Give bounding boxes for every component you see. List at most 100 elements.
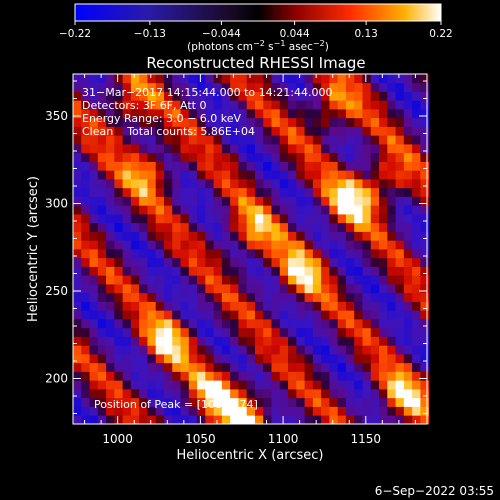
heatmap-cell (387, 397, 396, 407)
heatmap-cell (345, 345, 355, 355)
x-axis-label: Heliocentric X (arcsec) (177, 448, 324, 463)
y-tick-label: 200 (45, 372, 68, 386)
heatmap-cell (279, 222, 289, 232)
heatmap-cell (254, 336, 264, 346)
heatmap-cell (304, 135, 314, 145)
heatmap-cell (271, 257, 281, 267)
heatmap-cell (130, 74, 140, 84)
heatmap-cell (147, 301, 157, 311)
heatmap-cell (73, 336, 82, 346)
heatmap-cell (354, 161, 363, 171)
heatmap-cell (221, 301, 231, 311)
heatmap-cell (180, 292, 190, 302)
heatmap-cell (304, 266, 314, 276)
heatmap-cell (379, 161, 388, 171)
heatmap-cell (379, 144, 388, 154)
heatmap-cell (172, 240, 181, 250)
heatmap-cell (180, 389, 190, 399)
heatmap-cell (155, 257, 165, 267)
heatmap-cell (114, 345, 124, 355)
heatmap-cell (221, 135, 231, 145)
heatmap-cell (114, 415, 124, 425)
heatmap-cell (370, 187, 380, 197)
heatmap-cell (246, 187, 256, 197)
heatmap-cell (97, 74, 107, 84)
heatmap-cell (387, 257, 396, 267)
heatmap-cell (254, 144, 264, 154)
heatmap-cell (354, 187, 363, 197)
heatmap-cell (403, 91, 413, 101)
heatmap-cell (89, 284, 99, 294)
heatmap-cell (155, 100, 165, 110)
heatmap-cell (296, 284, 305, 294)
heatmap-cell (395, 249, 405, 259)
heatmap-cell (155, 354, 165, 364)
heatmap-cell (288, 380, 297, 390)
heatmap-cell (362, 214, 372, 224)
heatmap-cell (354, 152, 363, 162)
heatmap-cell (387, 214, 396, 224)
heatmap-cell (139, 397, 148, 407)
heatmap-cell (130, 231, 140, 241)
heatmap-cell (139, 82, 148, 92)
heatmap-cell (279, 135, 289, 145)
heatmap-cell (147, 135, 157, 145)
heatmap-cell (337, 100, 347, 110)
heatmap-cell (279, 161, 289, 171)
heatmap-cell (403, 371, 413, 381)
heatmap-cell (263, 371, 272, 381)
heatmap-cell (197, 126, 206, 136)
heatmap-cell (106, 135, 115, 145)
heatmap-cell (197, 91, 206, 101)
heatmap-cell (329, 187, 339, 197)
heatmap-cell (345, 292, 355, 302)
heatmap-cell (197, 354, 206, 364)
heatmap-cell (97, 371, 107, 381)
heatmap-cell (354, 240, 363, 250)
heatmap-cell (246, 257, 256, 267)
heatmap-cell (379, 319, 388, 329)
heatmap-cell (379, 327, 388, 337)
heatmap-cell (205, 310, 215, 320)
heatmap-cell (312, 319, 322, 329)
heatmap-cell (205, 292, 215, 302)
heatmap-cell (139, 240, 148, 250)
heatmap-cell (172, 389, 181, 399)
heatmap-cell (370, 249, 380, 259)
heatmap-cell (180, 231, 190, 241)
heatmap-cell (221, 82, 231, 92)
heatmap-cell (172, 354, 181, 364)
heatmap-cell (321, 100, 330, 110)
heatmap-cell (337, 354, 347, 364)
heatmap-cell (81, 266, 90, 276)
heatmap-cell (106, 179, 115, 189)
heatmap-cell (420, 319, 430, 329)
heatmap-cell (180, 371, 190, 381)
heatmap-cell (403, 161, 413, 171)
heatmap-cell (130, 249, 140, 259)
heatmap-cell (387, 415, 396, 425)
heatmap-cell (238, 415, 248, 425)
heatmap-cell (155, 362, 165, 372)
heatmap-cell (370, 214, 380, 224)
heatmap-cell (403, 354, 413, 364)
heatmap-cell (180, 336, 190, 346)
heatmap-cell (238, 135, 248, 145)
heatmap-cell (147, 152, 157, 162)
heatmap-cell (197, 100, 206, 110)
heatmap-cell (238, 126, 248, 136)
heatmap-cell (263, 336, 272, 346)
heatmap-cell (97, 354, 107, 364)
heatmap-cell (238, 327, 248, 337)
heatmap-cell (221, 292, 231, 302)
heatmap-cell (221, 327, 231, 337)
heatmap-cell (172, 301, 181, 311)
heatmap-cell (221, 161, 231, 171)
heatmap-cell (89, 301, 99, 311)
heatmap-cell (354, 319, 363, 329)
heatmap-cell (122, 187, 132, 197)
heatmap-cell (354, 371, 363, 381)
heatmap-cell (403, 117, 413, 127)
heatmap-cell (122, 196, 132, 206)
heatmap-cell (221, 310, 231, 320)
